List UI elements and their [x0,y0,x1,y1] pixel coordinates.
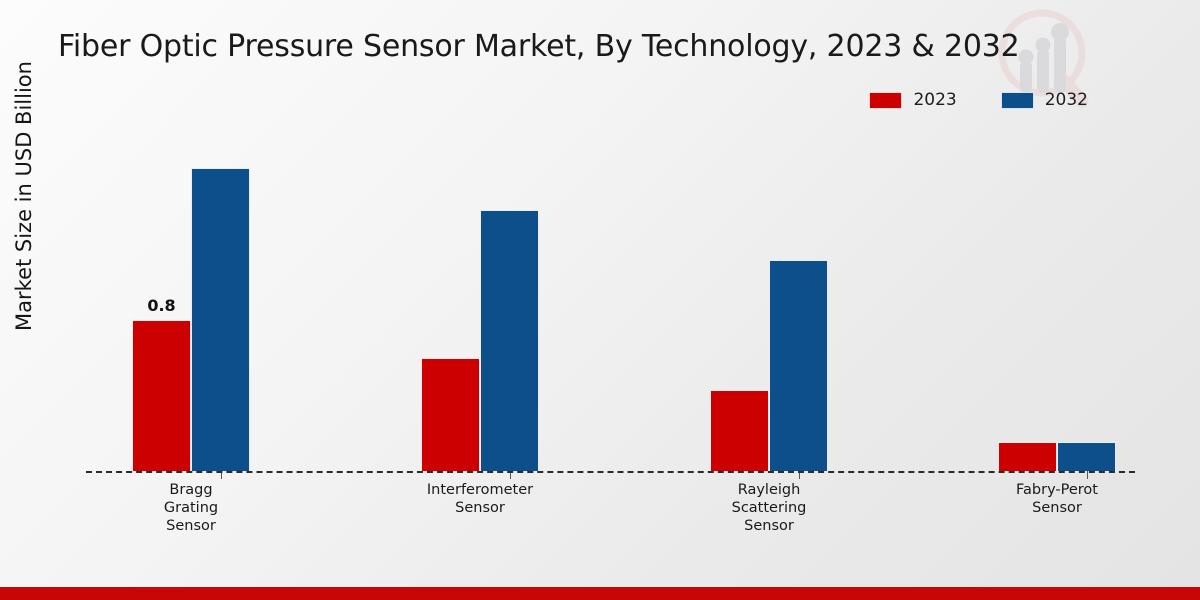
category-label-line: Rayleigh [737,482,801,498]
category-label-line: Sensor [166,518,216,534]
bar-2023[interactable] [421,358,480,472]
legend-item-2032[interactable]: 2032 [1000,90,1088,110]
bar-group [421,140,539,479]
bar-value-label: 0.8 [147,296,176,315]
x-axis-tick [798,471,800,479]
category-label-line: Bragg [169,482,213,498]
footer-accent-bar [0,587,1200,600]
x-axis-tick [1086,471,1088,479]
category-label-line: Sensor [1032,500,1082,516]
category-label-line: Sensor [744,518,794,534]
bar-2032[interactable] [769,260,828,479]
category-label: Fabry-Perot Sensor [957,481,1157,517]
bar-group [998,140,1116,479]
category-label-line: Grating [163,500,219,516]
y-axis-title: Market Size in USD Billion [12,61,36,331]
category-label: Bragg Grating Sensor [91,481,291,535]
legend-label-2032: 2032 [1044,90,1088,110]
bar-2032[interactable] [1057,442,1116,479]
chart-legend: 2023 2032 [869,90,1088,110]
plot-area: 0.8 [86,140,1135,479]
category-label: Interferometer Sensor [380,481,580,517]
category-label: Rayleigh Scattering Sensor [669,481,869,535]
category-label-line: Fabry-Perot [1016,482,1098,498]
category-label-line: Scattering [731,500,807,516]
legend-swatch-2032 [1000,91,1034,109]
bar-2032[interactable] [480,210,539,479]
x-axis-baseline [86,471,1135,473]
bar-group [710,140,828,479]
legend-label-2023: 2023 [913,90,957,110]
bar-2023[interactable] [998,442,1057,472]
x-axis-tick [220,471,222,479]
legend-swatch-2023 [869,91,903,109]
bar-group: 0.8 [132,140,250,479]
chart-title: Fiber Optic Pressure Sensor Market, By T… [58,29,1020,64]
legend-item-2023[interactable]: 2023 [869,90,957,110]
bar-2023[interactable] [710,390,769,472]
category-label-line: Sensor [455,500,505,516]
bar-2023[interactable]: 0.8 [132,296,191,472]
bar-2032[interactable] [191,168,250,479]
category-label-line: Interferometer [426,482,534,498]
x-axis-tick [509,471,511,479]
